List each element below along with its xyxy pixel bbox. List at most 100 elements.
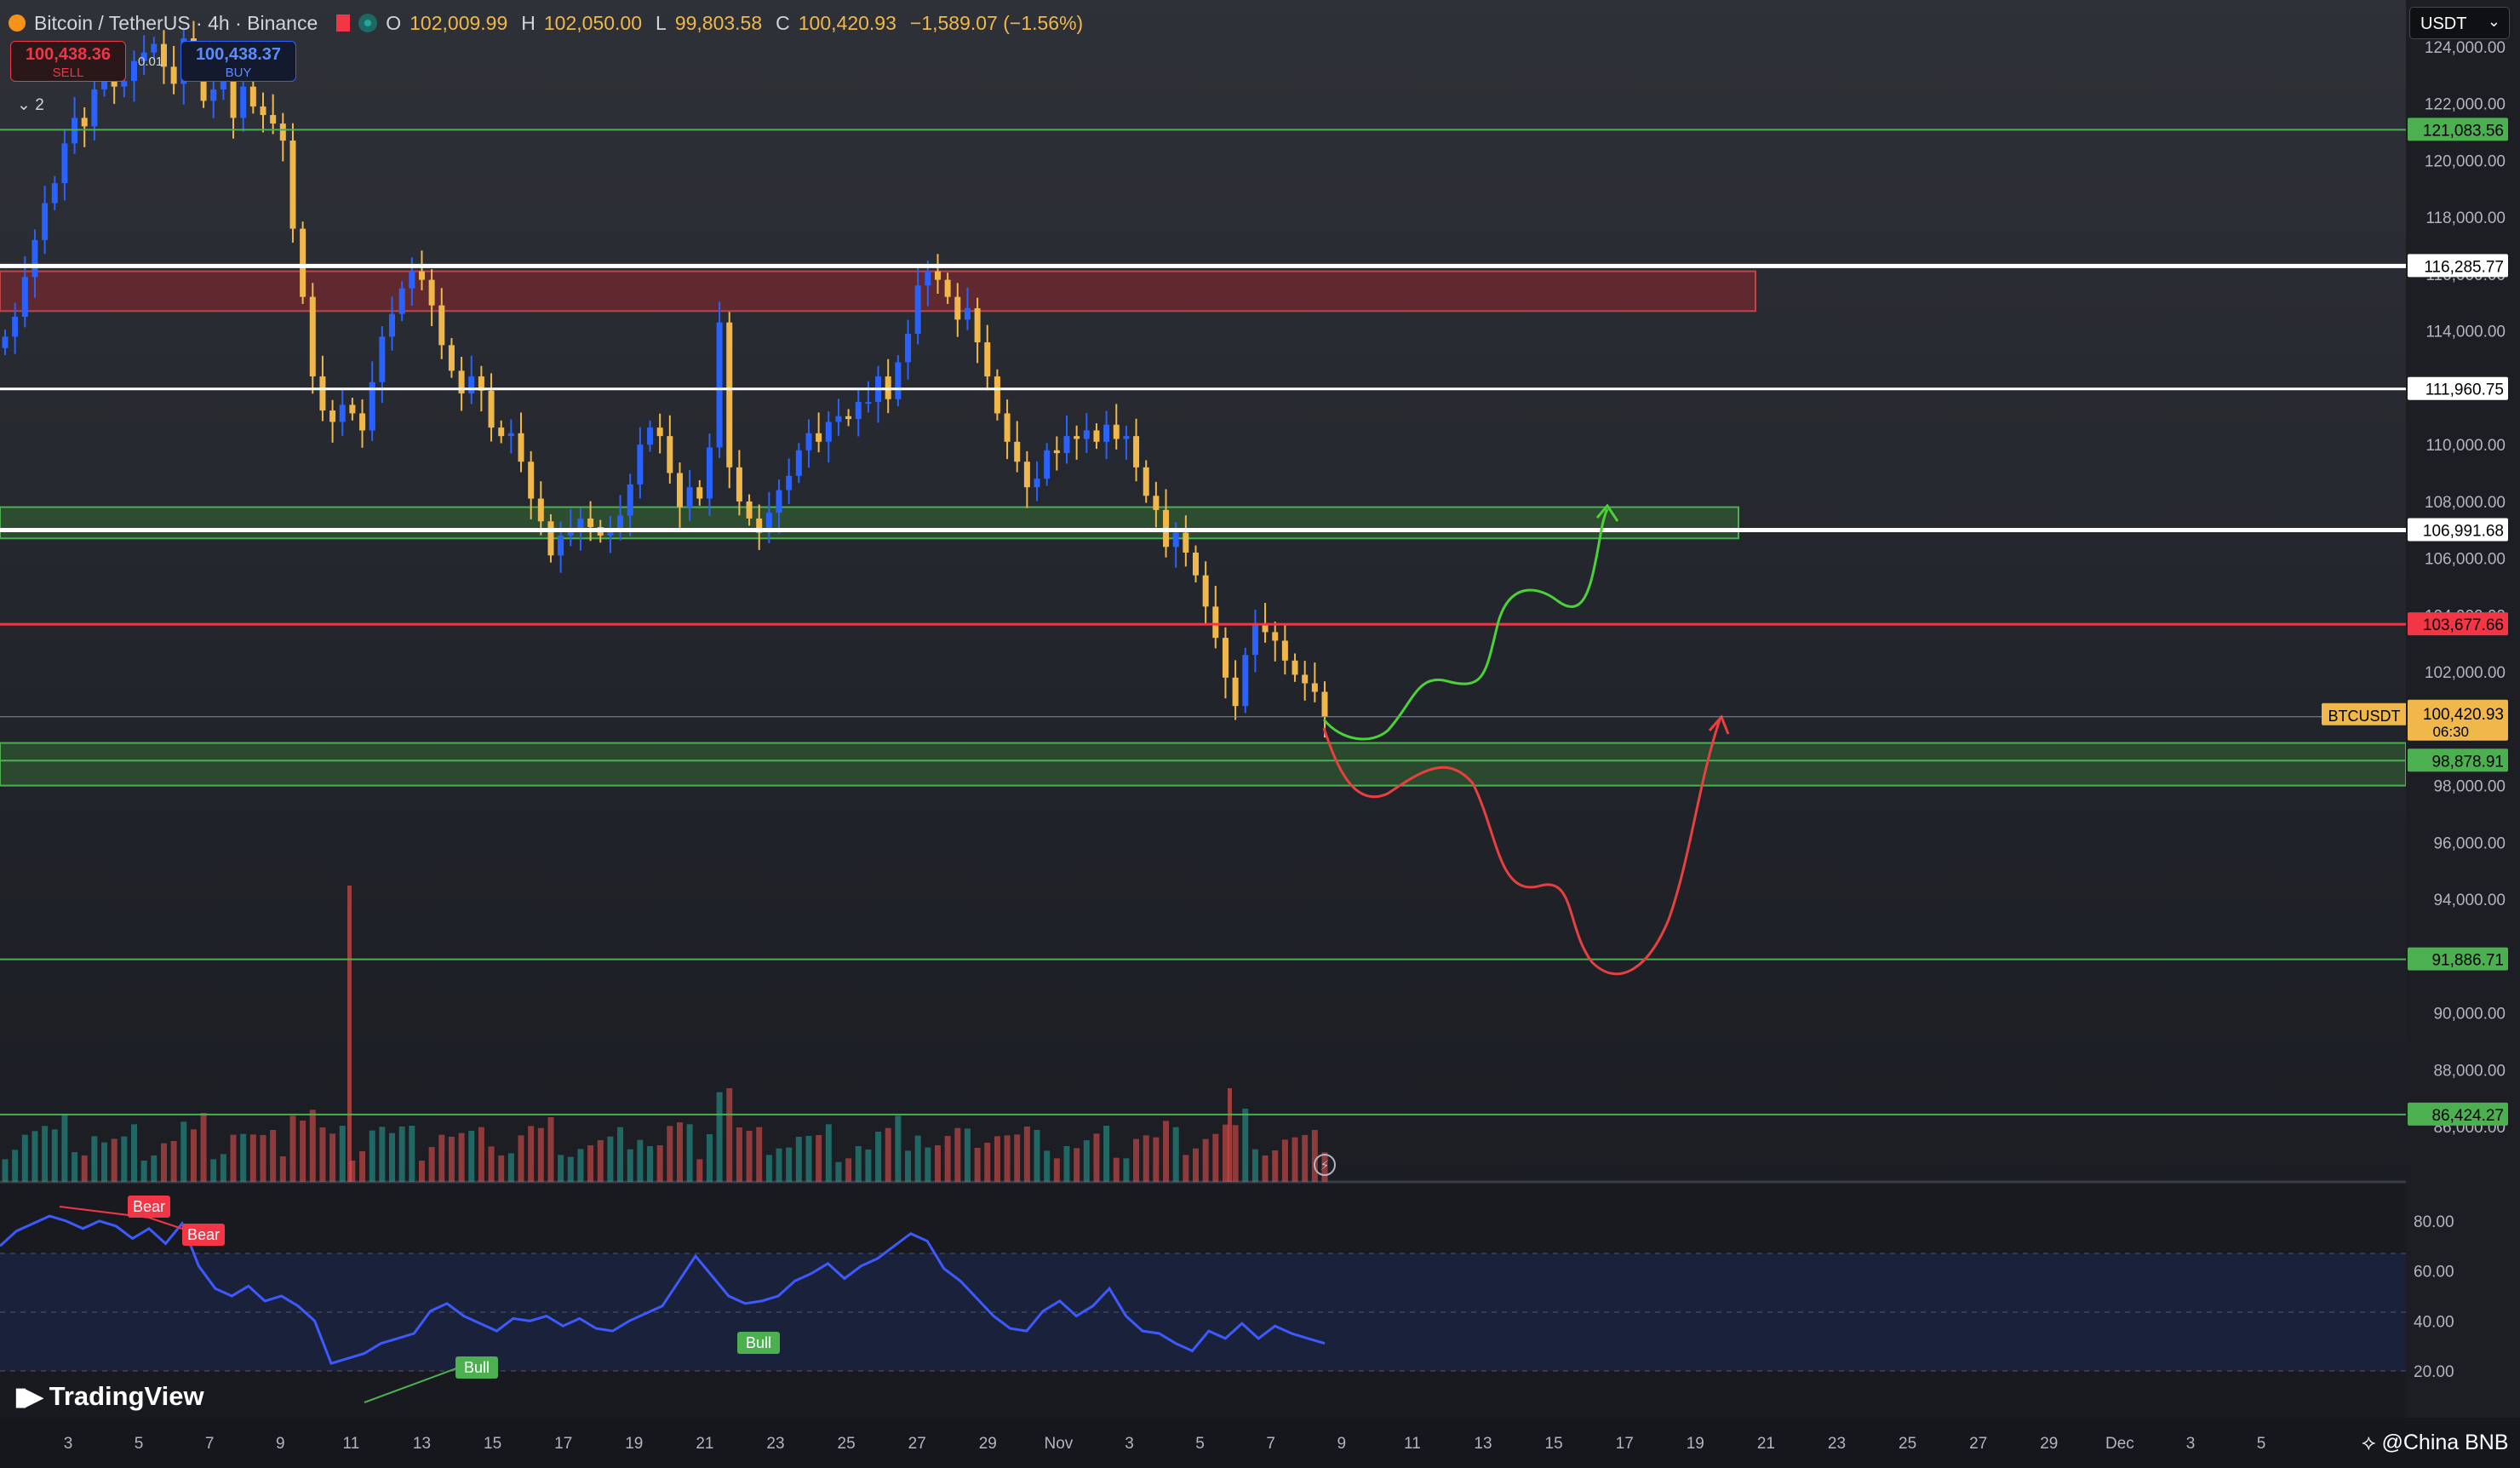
volume-bar xyxy=(1172,1127,1179,1182)
volume-bar xyxy=(637,1139,644,1182)
volume-bar xyxy=(795,1137,802,1182)
candle xyxy=(260,92,266,133)
sell-button[interactable]: 100,438.36 SELL xyxy=(10,41,126,82)
volume-bar xyxy=(210,1159,217,1182)
sell-price: 100,438.36 xyxy=(25,45,112,64)
time-tick: Nov xyxy=(1045,1435,1074,1453)
volume-bar xyxy=(1103,1126,1110,1182)
volume-bar xyxy=(72,1152,78,1182)
candle-body xyxy=(964,307,971,320)
candle xyxy=(1202,561,1209,624)
buy-price: 100,438.37 xyxy=(195,45,282,64)
volume-bar xyxy=(329,1133,336,1182)
time-tick: 27 xyxy=(908,1435,926,1453)
volume-bar xyxy=(1083,1140,1090,1182)
candle xyxy=(72,97,78,154)
price-tick: 118,000.00 xyxy=(2426,209,2506,227)
time-tick: 21 xyxy=(696,1435,713,1453)
candle-body xyxy=(458,370,465,394)
candle xyxy=(954,283,961,337)
level-label-0: 121,083.56 xyxy=(2423,122,2504,140)
candle xyxy=(944,272,951,304)
tradingview-logo-text: TradingView xyxy=(49,1381,204,1411)
volume-bar xyxy=(845,1158,852,1182)
ohlc-open-value: 102,009.99 xyxy=(410,11,508,34)
candle-body xyxy=(2,336,9,348)
flag-icon[interactable] xyxy=(336,14,351,32)
level-label-bg-2 xyxy=(2408,376,2508,400)
candle-body xyxy=(309,296,316,377)
eye-icon[interactable] xyxy=(358,14,378,32)
candle-body xyxy=(32,239,38,278)
tradingview-logo[interactable]: ▮▶ TradingView xyxy=(14,1381,204,1412)
candle-body xyxy=(279,123,286,141)
candle-body xyxy=(816,433,822,442)
candle-body xyxy=(686,487,693,507)
volume-bar xyxy=(2,1159,9,1182)
candle-body xyxy=(12,317,19,337)
candle xyxy=(12,302,19,354)
candle-body xyxy=(537,498,544,522)
volume-bar xyxy=(617,1127,624,1182)
candle xyxy=(1133,418,1140,482)
candle-body xyxy=(478,376,484,391)
candle xyxy=(567,508,574,547)
volume-bar xyxy=(656,1145,663,1182)
time-tick: 13 xyxy=(413,1435,431,1453)
candle xyxy=(498,420,505,444)
candle xyxy=(934,254,941,294)
candle xyxy=(676,462,683,528)
candle xyxy=(627,473,633,536)
candle xyxy=(885,358,891,414)
time-tick: 23 xyxy=(766,1435,784,1453)
price-axis: 124,000.00 122,000.00 120,000.00 118,000.00… xyxy=(2406,0,2520,1418)
currency-select[interactable]: USDT ⌄ xyxy=(2409,7,2510,39)
rsi-divergence-label-bear: Bear xyxy=(128,1196,170,1218)
countdown-value: 06:30 xyxy=(2432,724,2469,740)
zone-green-1 xyxy=(0,506,1739,540)
volume-bar xyxy=(994,1136,1000,1182)
candle-body xyxy=(528,462,535,499)
candle-body xyxy=(160,43,167,67)
candle xyxy=(667,415,673,484)
ohlc-low-value: 99,803.58 xyxy=(674,11,763,34)
symbol-title[interactable]: Bitcoin / TetherUS · 4h · Binance xyxy=(34,11,318,34)
collapse-indicators-toggle[interactable]: ⌄ 2 xyxy=(17,96,44,114)
candle xyxy=(1153,481,1160,528)
ohlc-low-key: L xyxy=(656,11,667,34)
volume-bar xyxy=(319,1127,326,1182)
candle-body xyxy=(696,487,703,499)
candle-body xyxy=(716,322,723,448)
time-tick: 13 xyxy=(1474,1435,1492,1453)
candle xyxy=(805,419,812,468)
bullish-projection-path xyxy=(1322,508,1609,741)
volume-bar xyxy=(954,1127,961,1182)
volume-bar xyxy=(300,1121,306,1182)
candle-body xyxy=(1074,436,1080,439)
volume-bar xyxy=(428,1147,435,1182)
rsi-label-text: Bull xyxy=(464,1359,490,1376)
candle-body xyxy=(1292,660,1298,675)
candle-body xyxy=(944,279,951,297)
level-label-2: 111,960.75 xyxy=(2426,381,2504,399)
volume-bar xyxy=(349,1161,356,1182)
volume-bar xyxy=(190,1129,197,1182)
candle xyxy=(398,281,405,322)
candle xyxy=(1004,399,1011,460)
candle xyxy=(756,504,763,550)
time-tick: 15 xyxy=(484,1435,501,1453)
candle-body xyxy=(1053,450,1060,454)
buy-label: BUY xyxy=(225,66,252,80)
candle xyxy=(518,412,524,473)
rsi-tick: 20.00 xyxy=(2414,1363,2454,1381)
candle xyxy=(507,419,514,454)
candle-body xyxy=(398,288,405,314)
time-tick: 17 xyxy=(1616,1435,1634,1453)
candle xyxy=(547,513,554,563)
candle xyxy=(656,413,663,454)
buy-button[interactable]: 100,438.37 BUY xyxy=(180,41,296,82)
candle-body xyxy=(756,518,763,533)
candle xyxy=(587,501,594,542)
